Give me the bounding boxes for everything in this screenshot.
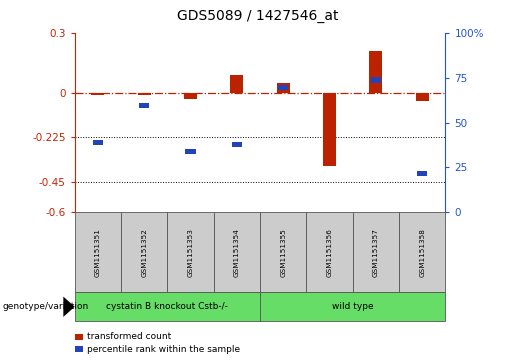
Text: percentile rank within the sample: percentile rank within the sample — [87, 345, 240, 354]
Text: GSM1151355: GSM1151355 — [280, 228, 286, 277]
Bar — [369, 51, 383, 93]
Bar — [138, 93, 151, 95]
Polygon shape — [63, 297, 75, 317]
Bar — [278, 85, 288, 90]
Bar — [184, 93, 197, 99]
Bar — [324, 221, 335, 227]
Bar — [371, 77, 381, 83]
Bar — [139, 102, 149, 108]
Text: GSM1151353: GSM1151353 — [187, 228, 194, 277]
Text: cystatin B knockout Cstb-/-: cystatin B knockout Cstb-/- — [107, 302, 228, 311]
Text: GDS5089 / 1427546_at: GDS5089 / 1427546_at — [177, 9, 338, 23]
Bar — [277, 83, 290, 93]
Text: genotype/variation: genotype/variation — [3, 302, 89, 311]
Text: GSM1151357: GSM1151357 — [373, 228, 379, 277]
Bar — [91, 93, 105, 95]
Bar — [93, 140, 103, 146]
Bar — [417, 171, 427, 176]
Text: GSM1151352: GSM1151352 — [141, 228, 147, 277]
Bar — [416, 93, 429, 101]
Text: GSM1151354: GSM1151354 — [234, 228, 240, 277]
Text: GSM1151356: GSM1151356 — [327, 228, 333, 277]
Bar — [232, 142, 242, 147]
Text: transformed count: transformed count — [87, 333, 171, 341]
Text: wild type: wild type — [332, 302, 373, 311]
Text: GSM1151351: GSM1151351 — [95, 228, 101, 277]
Bar — [323, 93, 336, 167]
Bar — [185, 149, 196, 155]
Bar — [230, 75, 244, 93]
Text: GSM1151358: GSM1151358 — [419, 228, 425, 277]
